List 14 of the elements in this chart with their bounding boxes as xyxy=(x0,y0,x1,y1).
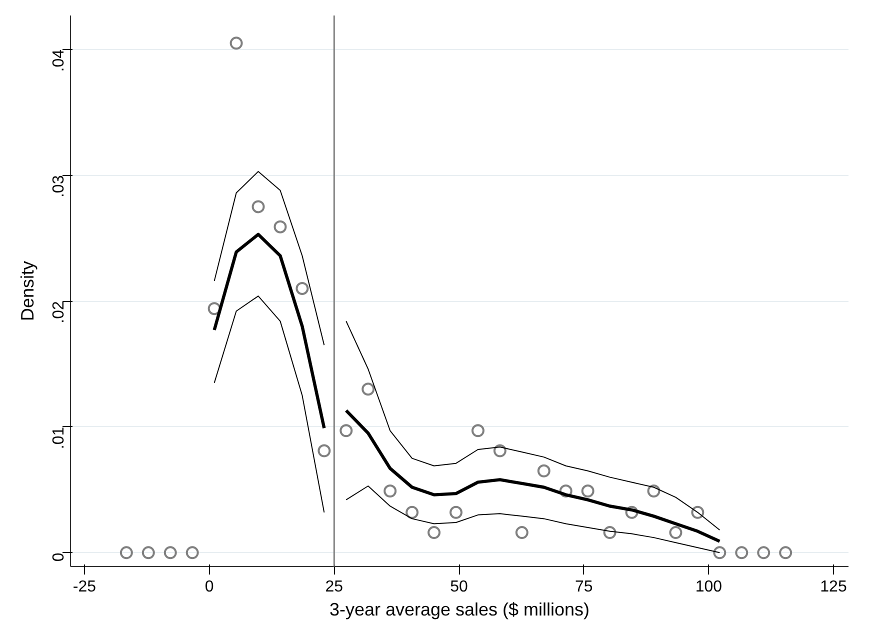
x-tick-label: 75 xyxy=(574,578,593,596)
x-axis-title: 3-year average sales ($ millions) xyxy=(329,600,590,620)
x-tick-label: 25 xyxy=(325,578,344,596)
y-tick-label: .02 xyxy=(50,300,68,324)
y-tick-label: 0 xyxy=(50,552,68,562)
y-tick-label: .01 xyxy=(50,426,68,450)
x-tick-label: 125 xyxy=(820,578,847,596)
x-tick-label: 100 xyxy=(695,578,722,596)
x-tick-label: -25 xyxy=(72,578,96,596)
y-tick-label: .03 xyxy=(50,175,68,198)
y-tick-label: .04 xyxy=(50,49,68,72)
x-tick-label: 50 xyxy=(450,578,468,596)
x-tick-label: 0 xyxy=(204,578,214,596)
y-axis-title: Density xyxy=(18,260,38,322)
